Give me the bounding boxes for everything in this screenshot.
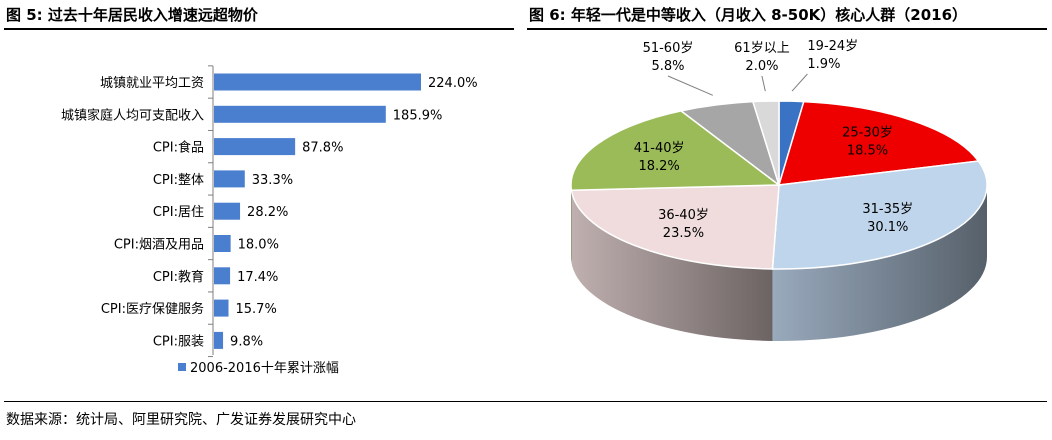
pie-leader-line: [791, 73, 808, 92]
pie-slice: [570, 184, 780, 270]
bar-value-label: 9.8%: [230, 334, 263, 349]
left-title-rule: [4, 28, 514, 30]
bar: [214, 235, 231, 252]
pie-value-label: 2.0%: [745, 59, 778, 74]
pie-side-wall: [772, 185, 987, 341]
pie-slice: [777, 100, 980, 186]
pie-category-label: 19-24岁: [807, 39, 858, 54]
bar-category-label: CPI:整体: [153, 173, 204, 188]
age-pie-chart: 19-24岁 1.9% 25-30岁 18.5% 31-35岁 30.1% 36-40岁 23…: [570, 39, 988, 341]
bar: [214, 267, 231, 285]
pie-value-label: 23.5%: [663, 226, 704, 241]
bar-category-label: CPI:服装: [153, 334, 204, 349]
bar: [214, 202, 241, 220]
bar-value-label: 28.2%: [247, 205, 288, 220]
bar-value-label: 17.4%: [237, 270, 278, 285]
pie-value-label: 18.5%: [847, 144, 888, 159]
bar-category-label: 城镇就业平均工资: [100, 76, 204, 91]
pie-side-wall: [571, 190, 773, 341]
bar-value-label: 224.0%: [428, 76, 478, 91]
bar-value-label: 33.3%: [252, 173, 293, 188]
bar-category-label: CPI:烟酒及用品: [114, 238, 204, 253]
source-note: 数据来源：统计局、阿里研究院、广发证券发展研究中心: [6, 412, 356, 428]
bar-value-label: 15.7%: [236, 302, 277, 317]
bar-value-label: 185.9%: [393, 108, 443, 123]
pie-category-label: 61岁以上: [734, 41, 790, 56]
pie-leader-line: [761, 75, 766, 92]
bar: [214, 138, 296, 156]
bar-category-label: CPI:医疗保健服务: [101, 301, 204, 317]
legend-swatch: [178, 363, 186, 371]
right-chart-title: 图 6: 年轻一代是中等收入（月收入 8-50K）核心人群（2016）: [529, 6, 968, 24]
pie-slice: [570, 110, 782, 192]
bar-category-label: CPI:教育: [153, 269, 204, 285]
footer-rule: [4, 401, 1047, 402]
bar-value-label: 87.8%: [302, 141, 343, 156]
pie-category-label: 31-35岁: [862, 202, 913, 217]
pie-slice: [771, 160, 988, 270]
pie-category-label: 51-60岁: [643, 41, 694, 56]
bar-category-label: CPI:食品: [153, 140, 204, 156]
left-chart-title: 图 5: 过去十年居民收入增速远超物价: [6, 6, 258, 24]
pie-category-label: 36-40岁: [658, 208, 709, 223]
bar-category-label: CPI:居住: [153, 205, 204, 220]
pie-slice: [751, 100, 780, 186]
bar: [214, 73, 421, 91]
bar: [214, 331, 224, 349]
pie-value-label: 1.9%: [807, 57, 840, 72]
bar: [214, 170, 245, 188]
legend-label: 2006-2016十年累计涨幅: [190, 361, 339, 376]
bar-category-label: 城镇家庭人均可支配收入: [61, 107, 204, 123]
bar-value-label: 18.0%: [238, 238, 279, 253]
pie-category-label: 41-40岁: [634, 141, 685, 156]
income-bar-chart: 城镇就业平均工资 224.0% 城镇家庭人均可支配收入 185.9% CPI:食品 87.…: [61, 65, 478, 376]
pie-value-label: 18.2%: [638, 159, 679, 174]
pie-leader-line: [667, 75, 714, 96]
pie-value-label: 30.1%: [867, 220, 908, 235]
pie-value-label: 5.8%: [651, 59, 684, 74]
pie-category-label: 25-30岁: [842, 126, 893, 141]
bar: [214, 299, 229, 317]
bar: [214, 105, 386, 123]
right-title-rule: [527, 28, 1047, 30]
